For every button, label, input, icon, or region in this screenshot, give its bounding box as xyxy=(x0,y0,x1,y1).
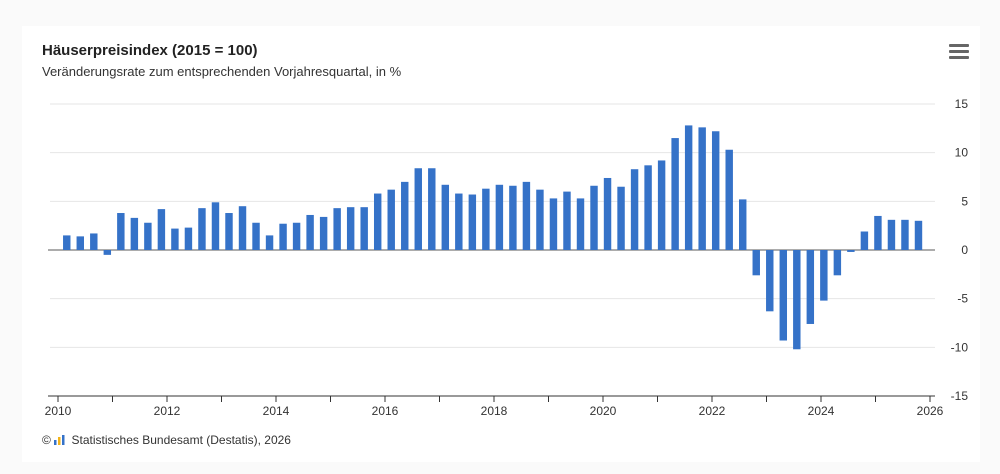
bar[interactable] xyxy=(833,250,842,276)
y-tick-label: 5 xyxy=(961,194,968,208)
bar[interactable] xyxy=(914,220,923,250)
bar[interactable] xyxy=(576,198,585,250)
x-axis: 2010 2012 2014 2016 2018 2020 2022 2024 2026 xyxy=(45,395,944,418)
bar[interactable] xyxy=(292,222,301,250)
bar[interactable] xyxy=(130,217,139,250)
chart-subtitle: Veränderungsrate zum entsprechenden Vorj… xyxy=(42,64,402,79)
bar[interactable] xyxy=(333,208,341,250)
bar[interactable] xyxy=(630,169,639,250)
bar[interactable] xyxy=(779,250,788,341)
bars xyxy=(63,125,923,350)
y-tick-label: 0 xyxy=(961,243,968,257)
y-tick-label: 10 xyxy=(955,146,969,160)
bar[interactable] xyxy=(806,250,815,324)
bar[interactable] xyxy=(644,165,652,250)
x-tick-label: 2012 xyxy=(154,404,181,418)
bar[interactable] xyxy=(76,236,84,250)
grid-lines xyxy=(48,103,935,348)
bar[interactable] xyxy=(401,181,409,250)
bar[interactable] xyxy=(563,191,571,250)
bar[interactable] xyxy=(820,250,828,301)
bar[interactable] xyxy=(711,131,720,250)
bar[interactable] xyxy=(373,193,382,250)
y-tick-label: 15 xyxy=(955,97,969,111)
bar[interactable] xyxy=(117,213,125,250)
bar[interactable] xyxy=(766,250,774,312)
bar[interactable] xyxy=(549,198,558,250)
bar[interactable] xyxy=(198,208,206,250)
destatis-logo-icon xyxy=(54,435,65,445)
bar[interactable] xyxy=(522,181,531,250)
bar[interactable] xyxy=(306,214,314,250)
bar[interactable] xyxy=(739,199,747,250)
hamburger-menu-icon[interactable] xyxy=(949,44,969,62)
bar[interactable] xyxy=(617,186,625,250)
x-tick-label: 2016 xyxy=(372,404,399,418)
bar[interactable] xyxy=(860,231,869,250)
bar[interactable] xyxy=(319,216,328,250)
bar[interactable] xyxy=(428,168,436,250)
bar[interactable] xyxy=(171,228,179,250)
bar[interactable] xyxy=(536,189,544,250)
copyright-symbol: © xyxy=(42,433,51,447)
bar[interactable] xyxy=(847,250,855,252)
x-tick-label: 2022 xyxy=(699,404,726,418)
menu-line-icon xyxy=(949,44,969,47)
bar[interactable] xyxy=(725,149,733,250)
bar[interactable] xyxy=(360,207,368,250)
bar[interactable] xyxy=(657,160,666,250)
bar[interactable] xyxy=(468,194,477,250)
bar[interactable] xyxy=(698,127,706,250)
bar[interactable] xyxy=(684,125,693,250)
bar[interactable] xyxy=(590,185,598,250)
bar[interactable] xyxy=(455,193,463,250)
x-tick-label: 2020 xyxy=(590,404,617,418)
bar[interactable] xyxy=(482,188,490,250)
bar[interactable] xyxy=(225,213,233,250)
x-tick-label: 2026 xyxy=(917,404,944,418)
credits-text: Statistisches Bundesamt (Destatis), 2026 xyxy=(71,433,291,447)
bar[interactable] xyxy=(874,215,882,250)
x-tick-label: 2010 xyxy=(45,404,72,418)
y-axis: 15 10 5 0 -5 -10 -15 xyxy=(951,97,969,403)
bar[interactable] xyxy=(265,235,274,250)
bar[interactable] xyxy=(252,222,260,250)
bar[interactable] xyxy=(441,184,450,250)
bar[interactable] xyxy=(414,168,422,250)
y-tick-label: -15 xyxy=(951,389,969,403)
bar[interactable] xyxy=(509,185,517,250)
menu-line-icon xyxy=(949,56,969,59)
bar[interactable] xyxy=(793,250,801,350)
bar[interactable] xyxy=(103,250,112,255)
bar[interactable] xyxy=(184,227,193,250)
bar[interactable] xyxy=(346,207,355,250)
bar[interactable] xyxy=(90,233,98,250)
bar[interactable] xyxy=(387,189,395,250)
bar[interactable] xyxy=(887,219,896,250)
bar[interactable] xyxy=(901,219,909,250)
bar[interactable] xyxy=(495,184,504,250)
bar[interactable] xyxy=(279,223,287,250)
menu-line-icon xyxy=(949,50,969,53)
bar[interactable] xyxy=(671,138,679,250)
chart-title: Häuserpreisindex (2015 = 100) xyxy=(42,42,258,59)
bar[interactable] xyxy=(752,250,760,276)
x-tick-label: 2014 xyxy=(263,404,290,418)
bar[interactable] xyxy=(211,202,220,250)
bar[interactable] xyxy=(603,177,612,250)
bar[interactable] xyxy=(144,222,152,250)
credits: © Statistisches Bundesamt (Destatis), 20… xyxy=(42,433,291,447)
x-tick-label: 2024 xyxy=(808,404,835,418)
y-tick-label: -10 xyxy=(951,340,969,354)
x-tick-label: 2018 xyxy=(481,404,508,418)
bar[interactable] xyxy=(157,209,166,250)
y-tick-label: -5 xyxy=(957,292,968,306)
bar[interactable] xyxy=(238,206,247,250)
bar[interactable] xyxy=(63,235,71,250)
